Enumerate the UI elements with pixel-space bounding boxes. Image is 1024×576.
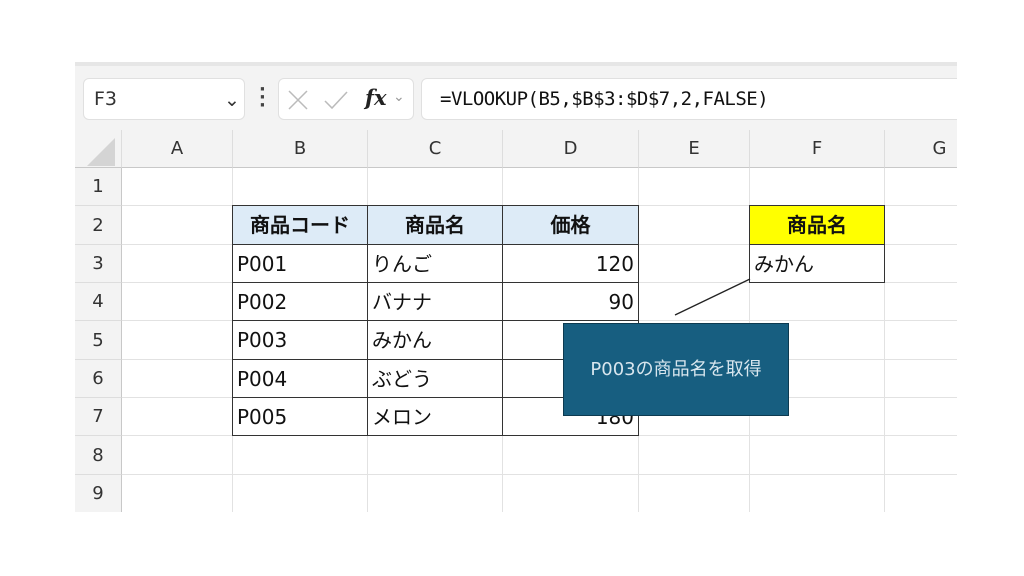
row-header-2[interactable]: 2 [75, 206, 122, 245]
cell-F5[interactable] [750, 321, 885, 360]
chevron-down-icon[interactable]: ⌄ [224, 89, 240, 111]
cell-B8[interactable] [233, 436, 368, 475]
cell-C2[interactable]: 商品名 [367, 205, 503, 245]
column-header-e[interactable]: E [639, 130, 750, 168]
name-box-value: F3 [94, 88, 118, 110]
chevron-down-icon[interactable]: ⌄ [393, 89, 405, 105]
column-header-d[interactable]: D [503, 130, 639, 168]
formula-controls: fx ⌄ [278, 78, 414, 120]
cell-G7[interactable] [885, 398, 957, 436]
callout-box: P003の商品名を取得 [563, 323, 789, 416]
row-header-7[interactable]: 7 [75, 398, 122, 436]
cell-G3[interactable] [885, 245, 957, 283]
formula-bar[interactable]: =VLOOKUP(B5,$B$3:$D$7,2,FALSE) [421, 78, 957, 120]
row-header-5[interactable]: 5 [75, 321, 122, 360]
cell-D2[interactable]: 価格 [502, 205, 639, 245]
row-header-8[interactable]: 8 [75, 436, 122, 475]
column-header-g[interactable]: G [885, 130, 957, 168]
cell-B2[interactable]: 商品コード [232, 205, 368, 245]
cell-F7[interactable] [750, 398, 885, 436]
cell-C9[interactable] [368, 475, 503, 512]
column-header-a[interactable]: A [122, 130, 233, 168]
cell-C8[interactable] [368, 436, 503, 475]
cell-F6[interactable] [750, 360, 885, 398]
cell-E7[interactable] [639, 398, 750, 436]
cell-F9[interactable] [750, 475, 885, 512]
row-header-3[interactable]: 3 [75, 245, 122, 283]
excel-window: F3 ⌄ · · · fx ⌄ =VLOOKUP(B5,$B$3:$D$7,2,FA… [75, 62, 957, 512]
cell-G4[interactable] [885, 283, 957, 321]
x-icon[interactable] [287, 89, 309, 111]
row-header-6[interactable]: 6 [75, 360, 122, 398]
ribbon-edge [75, 62, 957, 66]
cell-G2[interactable] [885, 206, 957, 245]
name-box[interactable]: F3 ⌄ [83, 78, 245, 120]
row-header-9[interactable]: 9 [75, 475, 122, 512]
cell-F8[interactable] [750, 436, 885, 475]
cell-D8[interactable] [503, 436, 639, 475]
column-header-f[interactable]: F [750, 130, 885, 168]
cell-C7[interactable]: メロン [367, 397, 503, 436]
cell-E8[interactable] [639, 436, 750, 475]
check-icon[interactable] [323, 89, 349, 111]
cell-D9[interactable] [503, 475, 639, 512]
cell-F4[interactable] [750, 283, 885, 321]
spreadsheet-grid[interactable]: A B C D E F G 1 2 商品コード 商品名 価格 商品名 3 P001 りんご 120… [75, 130, 957, 512]
cell-A9[interactable] [122, 475, 233, 512]
row-header-4[interactable]: 4 [75, 283, 122, 321]
column-header-c[interactable]: C [368, 130, 503, 168]
cell-E9[interactable] [639, 475, 750, 512]
formula-text: =VLOOKUP(B5,$B$3:$D$7,2,FALSE) [440, 88, 769, 110]
row-header-1[interactable]: 1 [75, 168, 122, 206]
cell-G1[interactable] [885, 168, 957, 206]
cell-G8[interactable] [885, 436, 957, 475]
cell-B7[interactable]: P005 [232, 397, 368, 436]
cell-A8[interactable] [122, 436, 233, 475]
fx-icon[interactable]: fx [365, 85, 387, 110]
more-options-icon[interactable]: · · · [259, 79, 266, 116]
cell-G6[interactable] [885, 360, 957, 398]
cell-E4[interactable] [639, 283, 750, 321]
column-header-b[interactable]: B [233, 130, 368, 168]
cell-G5[interactable] [885, 321, 957, 360]
cell-F3[interactable]: みかん [749, 244, 885, 283]
select-all-button[interactable] [75, 130, 122, 168]
cell-E1[interactable] [639, 168, 750, 206]
cell-A1[interactable] [122, 168, 233, 206]
cell-B9[interactable] [233, 475, 368, 512]
